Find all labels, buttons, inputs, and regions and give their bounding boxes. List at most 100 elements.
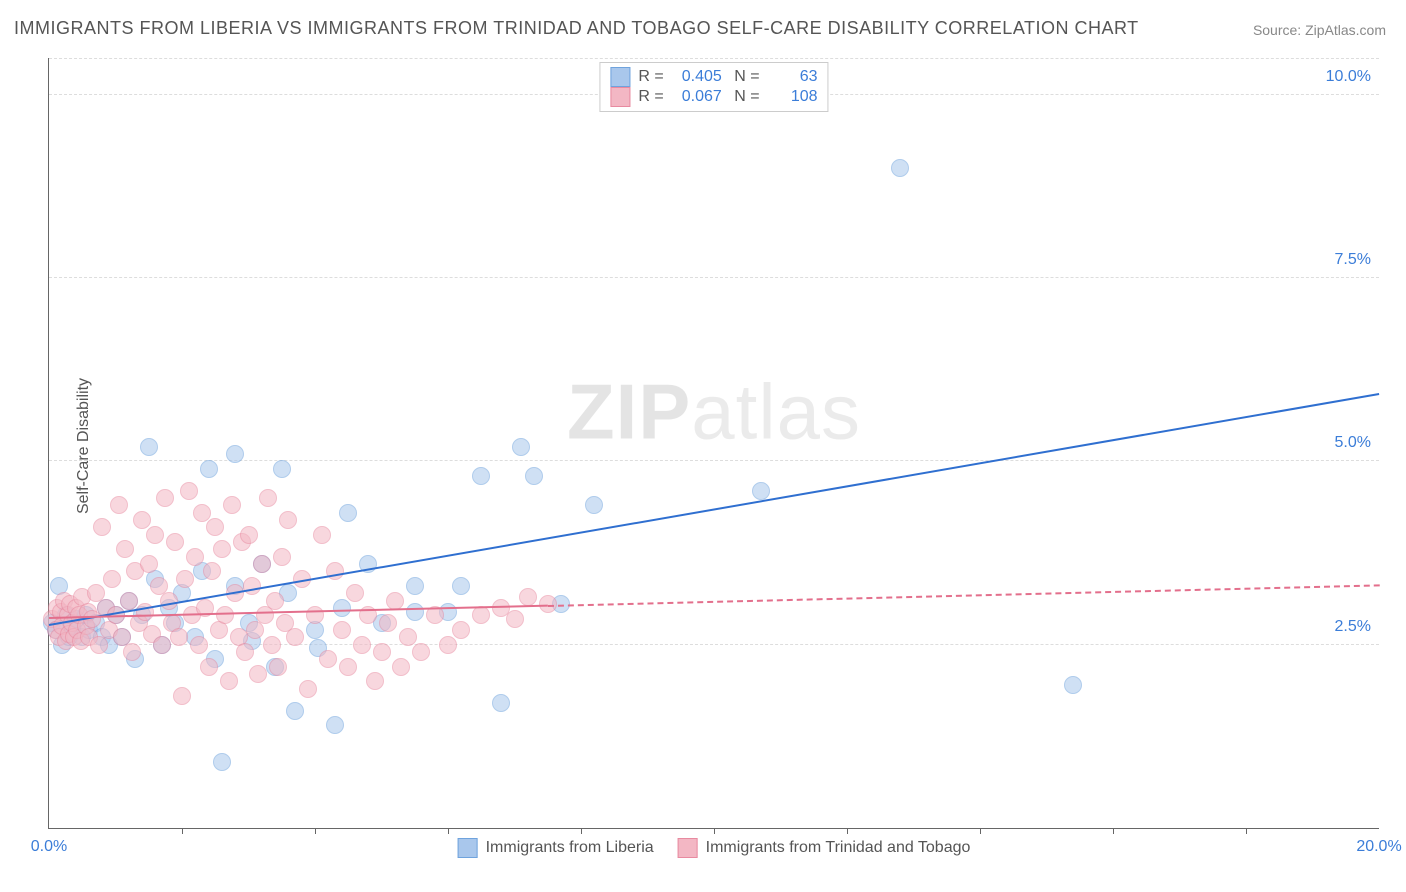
data-point	[259, 489, 277, 507]
legend-label: Immigrants from Trinidad and Tobago	[706, 839, 971, 857]
data-point	[472, 467, 490, 485]
data-point	[153, 636, 171, 654]
data-point	[123, 643, 141, 661]
data-point	[273, 548, 291, 566]
data-point	[103, 570, 121, 588]
x-minor-tick	[448, 828, 449, 834]
data-point	[116, 540, 134, 558]
x-minor-tick	[1113, 828, 1114, 834]
data-point	[213, 753, 231, 771]
watermark: ZIPatlas	[567, 367, 861, 458]
data-point	[346, 584, 364, 602]
data-point	[412, 643, 430, 661]
data-point	[339, 658, 357, 676]
data-point	[249, 665, 267, 683]
data-point	[140, 438, 158, 456]
data-point	[269, 658, 287, 676]
chart-title: IMMIGRANTS FROM LIBERIA VS IMMIGRANTS FR…	[14, 18, 1139, 39]
stat-n-label: N =	[730, 68, 760, 86]
data-point	[286, 702, 304, 720]
data-point	[140, 555, 158, 573]
stat-r-value: 0.405	[672, 68, 722, 86]
stat-r-value: 0.067	[672, 88, 722, 106]
x-minor-tick	[182, 828, 183, 834]
data-point	[452, 577, 470, 595]
gridline	[49, 460, 1379, 461]
data-point	[439, 636, 457, 654]
y-tick-label: 5.0%	[1335, 434, 1371, 452]
stat-legend-row: R =0.067 N =108	[610, 87, 817, 107]
stat-n-value: 63	[768, 68, 818, 86]
trend-line	[548, 584, 1379, 607]
x-minor-tick	[581, 828, 582, 834]
data-point	[266, 592, 284, 610]
data-point	[326, 562, 344, 580]
legend-swatch	[458, 838, 478, 858]
data-point	[213, 540, 231, 558]
data-point	[585, 496, 603, 514]
data-point	[406, 603, 424, 621]
data-point	[279, 511, 297, 529]
data-point	[525, 467, 543, 485]
data-point	[200, 460, 218, 478]
data-point	[236, 643, 254, 661]
data-point	[333, 599, 351, 617]
data-point	[353, 636, 371, 654]
legend-item: Immigrants from Liberia	[458, 838, 654, 858]
data-point	[472, 606, 490, 624]
data-point	[891, 159, 909, 177]
x-minor-tick	[1246, 828, 1247, 834]
y-tick-label: 2.5%	[1335, 618, 1371, 636]
y-tick-label: 10.0%	[1326, 68, 1371, 86]
bottom-legend: Immigrants from Liberia Immigrants from T…	[458, 838, 971, 858]
x-minor-tick	[714, 828, 715, 834]
data-point	[186, 548, 204, 566]
data-point	[512, 438, 530, 456]
data-point	[240, 526, 258, 544]
stat-n-value: 108	[768, 88, 818, 106]
stat-r-label: R =	[638, 88, 663, 106]
data-point	[243, 577, 261, 595]
data-point	[379, 614, 397, 632]
data-point	[263, 636, 281, 654]
data-point	[180, 482, 198, 500]
x-tick-label: 20.0%	[1356, 838, 1401, 856]
data-point	[190, 636, 208, 654]
data-point	[200, 658, 218, 676]
trend-line	[49, 393, 1379, 626]
data-point	[133, 511, 151, 529]
data-point	[519, 588, 537, 606]
data-point	[170, 628, 188, 646]
data-point	[286, 628, 304, 646]
data-point	[220, 672, 238, 690]
data-point	[373, 643, 391, 661]
data-point	[173, 687, 191, 705]
y-tick-label: 7.5%	[1335, 251, 1371, 269]
data-point	[203, 562, 221, 580]
stat-legend-row: R = 0.405 N = 63	[610, 67, 817, 87]
data-point	[506, 610, 524, 628]
data-point	[216, 606, 234, 624]
legend-swatch	[610, 87, 630, 107]
data-point	[306, 606, 324, 624]
data-point	[166, 533, 184, 551]
data-point	[326, 716, 344, 734]
data-point	[253, 555, 271, 573]
x-tick-label: 0.0%	[31, 838, 67, 856]
data-point	[339, 504, 357, 522]
watermark-bold: ZIP	[567, 368, 691, 456]
plot-area: ZIPatlas 2.5%5.0%7.5%10.0%0.0%20.0%R =0.…	[48, 58, 1379, 829]
data-point	[752, 482, 770, 500]
x-minor-tick	[980, 828, 981, 834]
data-point	[110, 496, 128, 514]
watermark-thin: atlas	[691, 368, 861, 456]
data-point	[120, 592, 138, 610]
data-point	[392, 658, 410, 676]
data-point	[176, 570, 194, 588]
legend-label: Immigrants from Liberia	[486, 839, 654, 857]
data-point	[156, 489, 174, 507]
stat-r-label: R =	[638, 68, 663, 86]
data-point	[193, 504, 211, 522]
data-point	[492, 694, 510, 712]
data-point	[313, 526, 331, 544]
